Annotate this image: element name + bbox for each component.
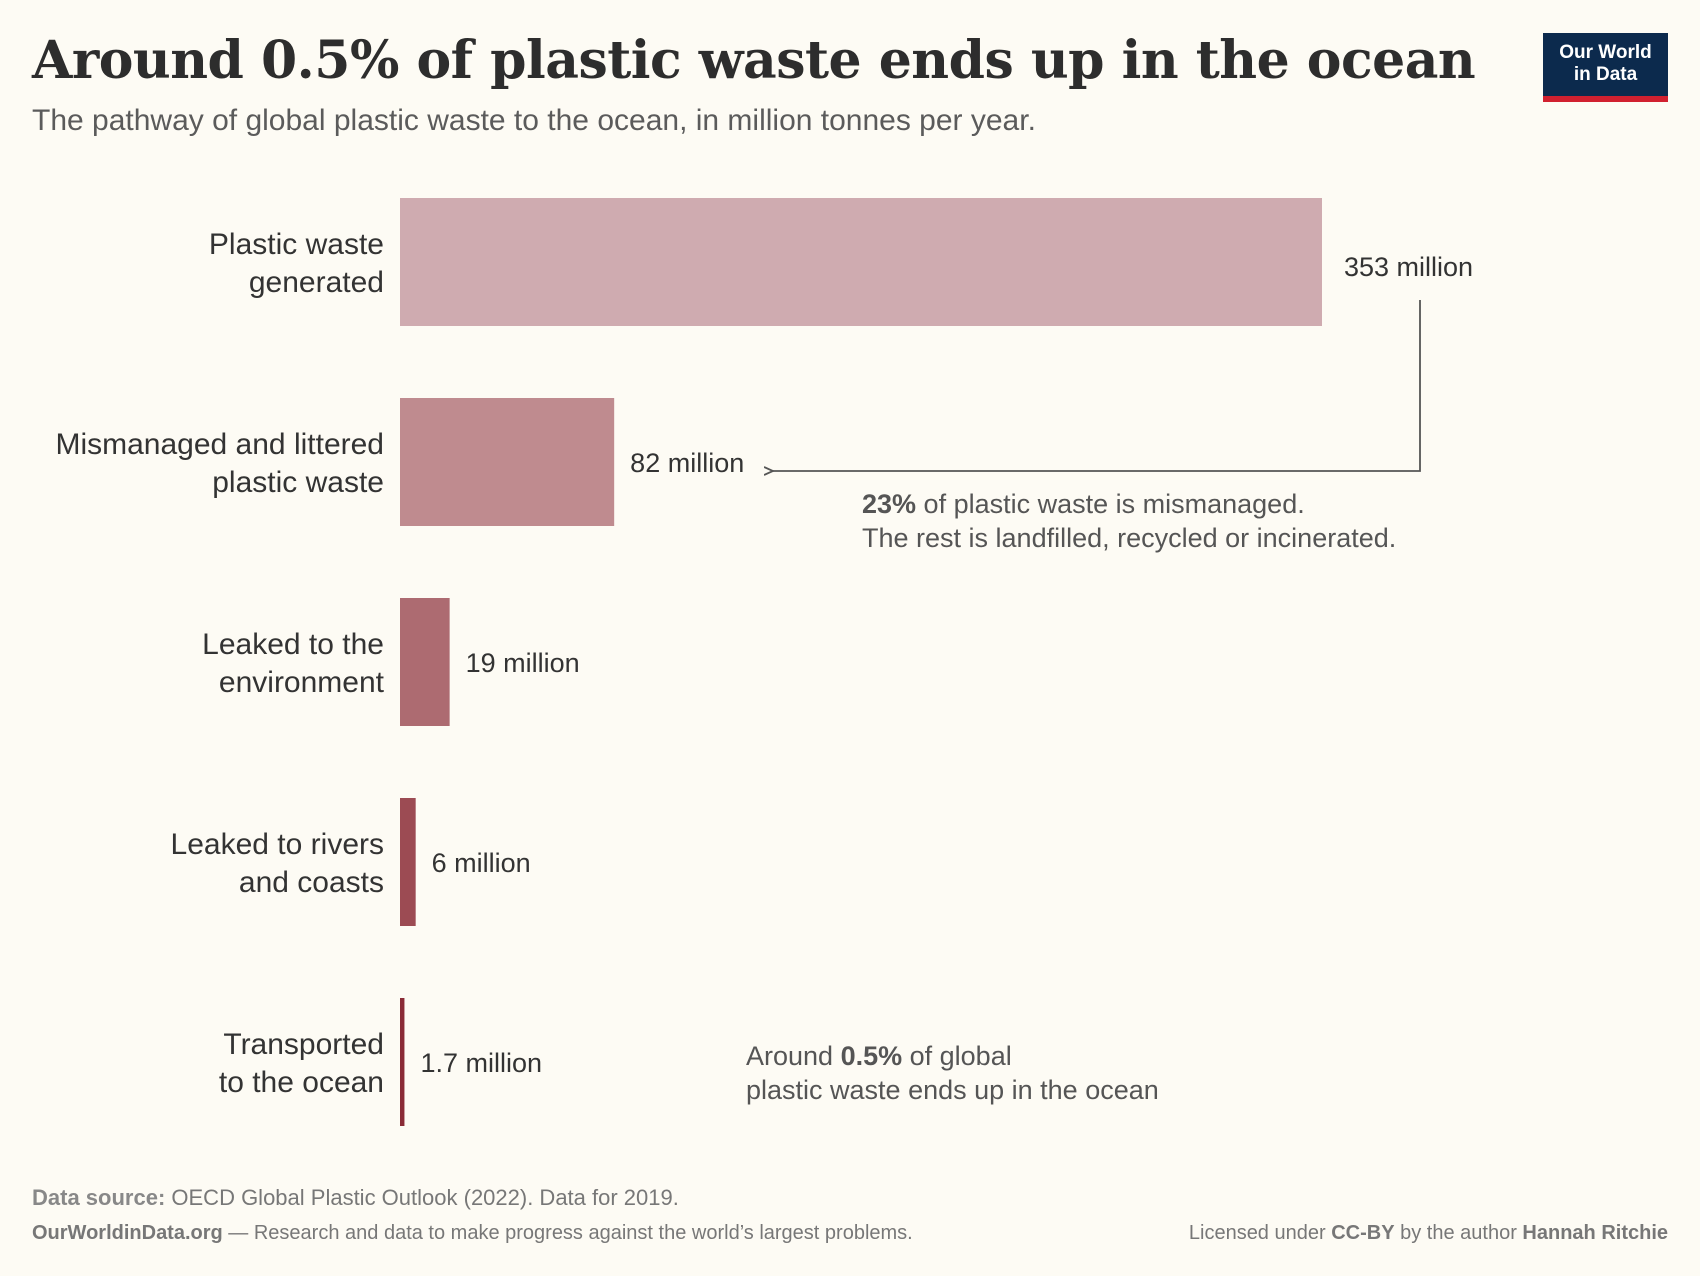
license-mid: by the author [1394,1222,1523,1244]
logo-line-2: in Data [1573,64,1638,85]
license-prefix: Licensed under [1188,1222,1332,1244]
bar-4[interactable] [400,998,405,1126]
bar-2[interactable] [400,598,450,726]
bar-3[interactable] [400,798,416,926]
category-label-1: Mismanaged and littered plastic waste [55,428,384,499]
category-label-4: Transported to the ocean [219,1028,384,1099]
category-label-2: Leaked to the environment [202,628,384,699]
category-label-0: Plastic waste generated [209,228,384,299]
annotation-ocean: Around 0.5% of global plastic waste ends … [746,1041,1159,1105]
site-link[interactable]: OurWorldinData.org [32,1222,223,1244]
value-label-2: 19 million [466,648,580,678]
owid-logo[interactable]: Our World in Data [1543,33,1668,102]
bar-0[interactable] [400,198,1322,326]
footer-site: OurWorldinData.org — Research and data t… [32,1222,913,1245]
source-text: OECD Global Plastic Outlook (2022). Data… [165,1185,679,1210]
value-label-4: 1.7 million [420,1048,542,1078]
bar-1[interactable] [400,398,615,526]
chart-title: Around 0.5% of plastic waste ends up in … [32,30,1476,91]
license-link[interactable]: CC-BY [1331,1222,1395,1244]
chart-subtitle: The pathway of global plastic waste to t… [32,104,1036,137]
bars-layer: Plastic waste generated 353 million Mismana… [55,198,1473,1126]
category-label-3: Leaked to rivers and coasts [171,828,384,899]
value-label-0: 353 million [1344,252,1473,282]
value-label-1: 82 million [630,448,744,478]
source-label: Data source: [32,1185,166,1210]
annotation-mismanaged: 23% of plastic waste is mismanaged. The r… [862,489,1396,553]
mismanaged-connector-arrow [772,300,1421,471]
author-name: Hannah Ritchie [1522,1222,1668,1244]
bar-chart: Plastic waste generated 353 million Mismana… [55,198,1473,1126]
data-source: Data source: OECD Global Plastic Outlook… [32,1185,679,1211]
value-label-3: 6 million [432,848,531,878]
logo-line-1: Our World [1559,42,1652,63]
site-tagline: — Research and data to make progress aga… [222,1222,913,1244]
footer-license: Licensed under CC-BY by the author Hanna… [1189,1222,1668,1245]
